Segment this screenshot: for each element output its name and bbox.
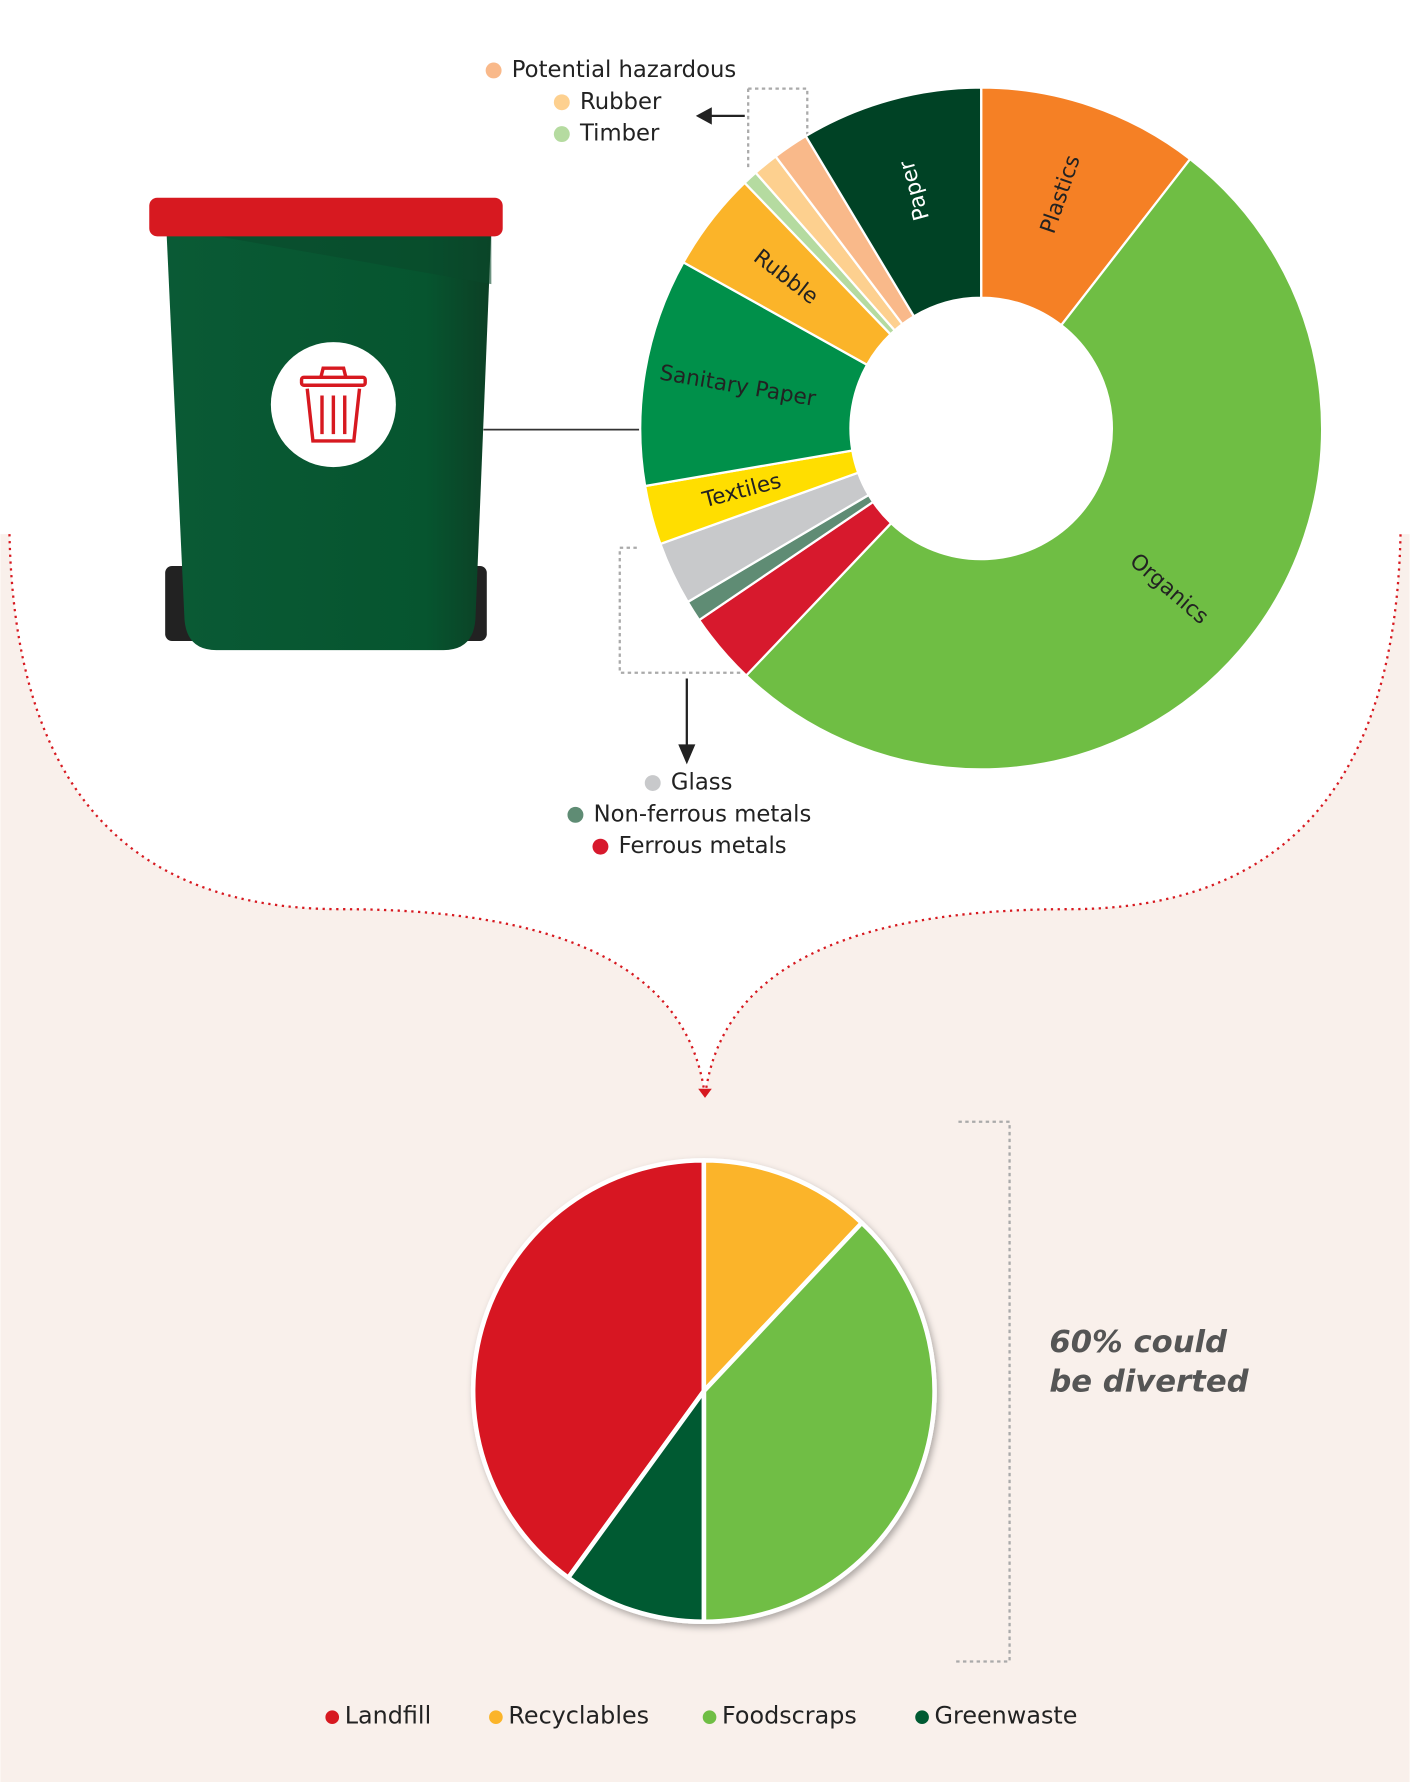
background-panel	[0, 534, 1410, 1782]
legend-label: Timber	[579, 121, 660, 147]
pie-slice	[701, 1220, 937, 1625]
legend-dot	[485, 62, 502, 79]
legend-dot	[489, 1710, 503, 1725]
arrow	[695, 107, 745, 125]
legend-dot	[553, 94, 570, 111]
pie-slice	[470, 1158, 707, 1580]
legend-dot	[592, 838, 609, 855]
annotation: be diverted	[1049, 1365, 1249, 1400]
legend-dot	[702, 1710, 717, 1725]
legend-label: Ferrous metals	[619, 833, 787, 859]
arrow-head	[698, 1088, 712, 1098]
bin	[149, 197, 503, 651]
legend-label: Glass	[671, 770, 733, 796]
legend-label: Non-ferrous metals	[594, 801, 812, 827]
bracket	[748, 87, 809, 143]
pie-slice	[701, 1158, 865, 1394]
legend-dot	[325, 1710, 340, 1725]
arrow	[678, 678, 696, 765]
donut-slice	[804, 86, 983, 318]
legend-label: Landfill	[345, 1702, 431, 1730]
legend-label: Recyclables	[508, 1702, 649, 1730]
donut-slice	[744, 157, 1324, 771]
donut-slice	[980, 86, 1192, 327]
bracket	[618, 546, 745, 674]
legend-label: Rubber	[580, 89, 662, 115]
pie-slice	[565, 1388, 707, 1625]
legend-label: Foodscraps	[722, 1702, 857, 1730]
annotation: 60% could	[1049, 1325, 1228, 1360]
legend-dot	[915, 1710, 929, 1725]
legend-label: Greenwaste	[935, 1702, 1078, 1730]
bracket	[955, 1120, 1011, 1663]
legend-label: Potential hazardous	[512, 57, 736, 83]
legend-dot	[644, 775, 661, 791]
legend-dot	[567, 806, 584, 823]
legend-dot	[553, 126, 570, 143]
pie	[470, 1158, 937, 1625]
donut-slice	[639, 260, 869, 488]
